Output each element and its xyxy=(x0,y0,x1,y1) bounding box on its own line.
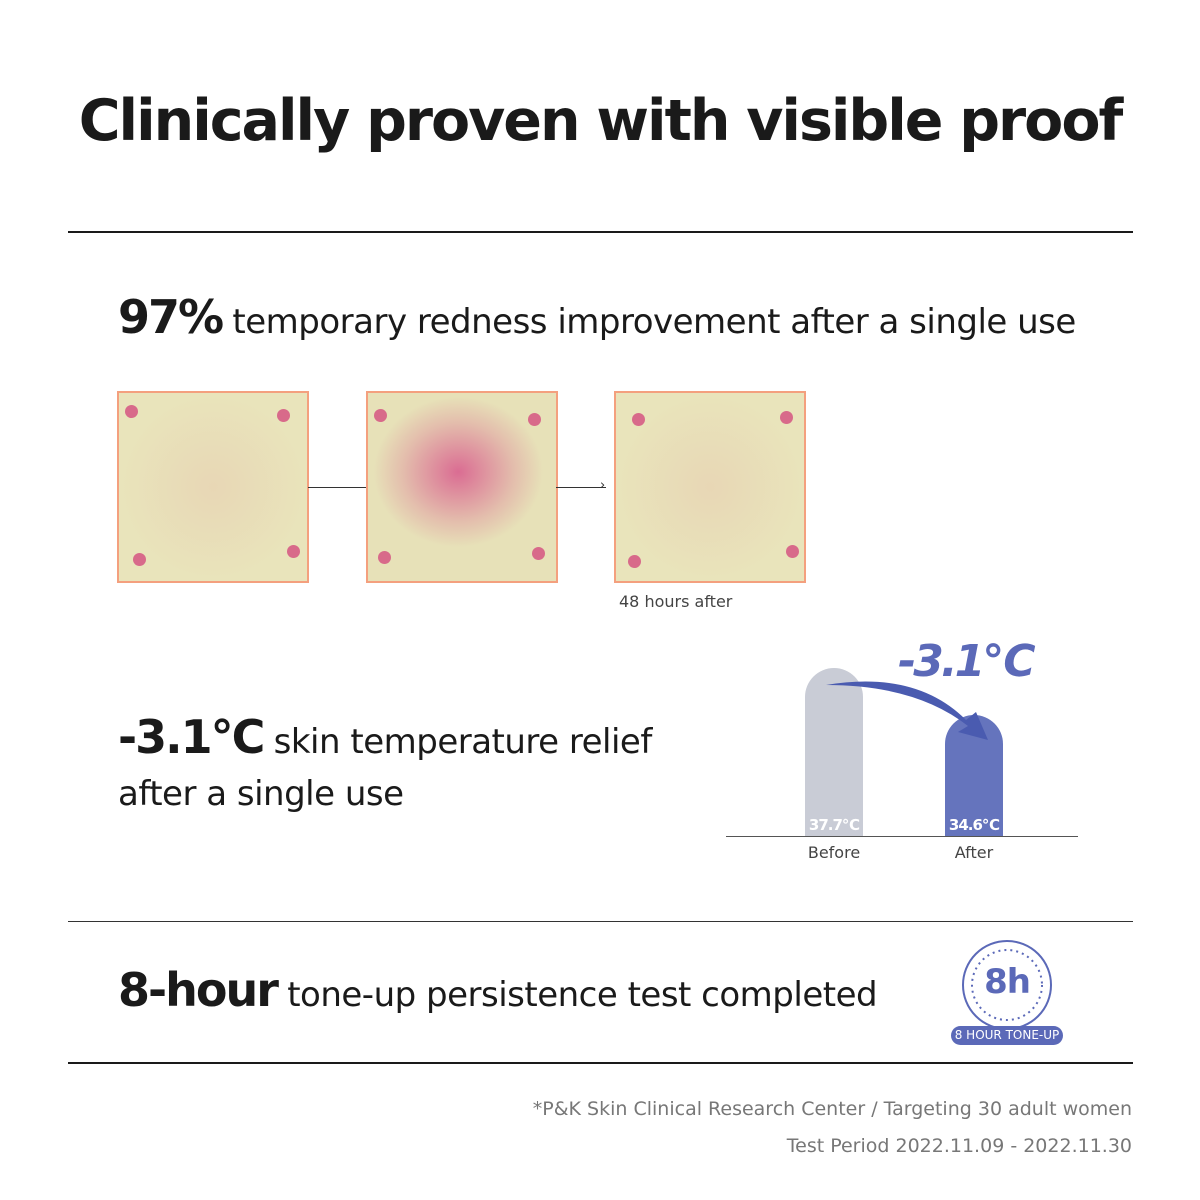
temperature-text-2: after a single use xyxy=(118,774,404,814)
connector-line xyxy=(308,487,366,488)
badge-main: 8h xyxy=(984,962,1031,1002)
label-before: Before xyxy=(807,843,861,862)
divider xyxy=(68,231,1133,233)
delta-label: -3.1℃ xyxy=(898,636,1035,687)
bar-value-after: 34.6℃ xyxy=(948,815,1000,834)
bar-value-before: 37.7℃ xyxy=(808,816,860,834)
divider xyxy=(68,1062,1133,1064)
decrease-arrow-icon xyxy=(826,681,988,740)
after-caption: 48 hours after xyxy=(619,592,733,611)
baseline xyxy=(726,836,1078,837)
redness-headline: 97% temporary redness improvement after … xyxy=(118,290,1076,344)
temperature-text-1: skin temperature relief xyxy=(273,722,653,762)
redness-text: temporary redness improvement after a si… xyxy=(232,302,1076,342)
temperature-headline: -3.1°C skin temperature relief xyxy=(118,710,652,764)
badge-label: 8 HOUR TONE-UP xyxy=(951,1026,1063,1045)
8-hour-badge: 8h 8 HOUR TONE-UP xyxy=(950,938,1065,1048)
footnote-source: *P&K Skin Clinical Research Center / Tar… xyxy=(532,1098,1132,1120)
bar-before: 37.7℃ xyxy=(805,668,863,836)
footnote-period: Test Period 2022.11.09 - 2022.11.30 xyxy=(786,1135,1132,1157)
page-title: Clinically proven with visible proof xyxy=(78,88,1124,154)
skin-patch-after xyxy=(614,391,806,583)
label-after: After xyxy=(954,843,994,862)
redness-highlight: 97% xyxy=(118,290,224,344)
temperature-highlight: -3.1°C xyxy=(118,710,265,764)
arrow-line xyxy=(556,487,606,488)
toneup-text: tone-up persistence test completed xyxy=(287,975,878,1015)
skin-patch-redness xyxy=(366,391,558,583)
toneup-highlight: 8-hour xyxy=(118,963,279,1017)
arrow-right-icon: › xyxy=(600,478,606,493)
temperature-chart: 37.7℃ 34.6℃ -3.1℃ Before After xyxy=(726,636,1078,870)
toneup-headline: 8-hour tone-up persistence test complete… xyxy=(118,963,878,1017)
divider xyxy=(68,921,1133,922)
skin-patch-baseline xyxy=(117,391,309,583)
